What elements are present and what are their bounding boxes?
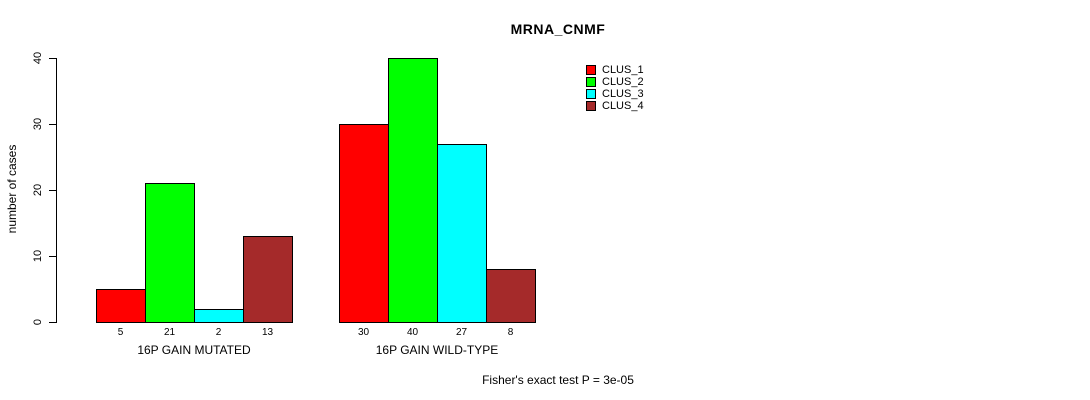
- y-axis-line: [56, 58, 57, 323]
- y-tick-label: 0: [32, 318, 44, 326]
- legend-label: CLUS_2: [602, 76, 644, 88]
- legend-item-clus_3: CLUS_3: [586, 88, 644, 100]
- legend-swatch-clus_4: [586, 101, 596, 111]
- bar-value-label: 30: [357, 327, 370, 338]
- legend-swatch-clus_1: [586, 65, 596, 75]
- y-axis-label: number of cases: [5, 144, 19, 234]
- legend-item-clus_1: CLUS_1: [586, 64, 644, 76]
- chart-title: MRNA_CNMF: [510, 21, 606, 37]
- legend-item-clus_2: CLUS_2: [586, 76, 644, 88]
- x-group-label: 16P GAIN WILD-TYPE: [375, 343, 499, 357]
- bar-clus_1-group1: [96, 289, 146, 323]
- y-axis-tick: [49, 256, 56, 257]
- bar-value-label: 2: [215, 327, 222, 338]
- legend-swatch-clus_3: [586, 89, 596, 99]
- y-axis-tick: [49, 322, 56, 323]
- y-axis-tick: [49, 124, 56, 125]
- bar-clus_4-group2: [486, 269, 536, 323]
- y-tick-label: 30: [32, 117, 44, 131]
- y-tick-label: 20: [32, 183, 44, 197]
- bar-value-label: 40: [406, 327, 419, 338]
- legend-label: CLUS_1: [602, 64, 644, 76]
- legend: CLUS_1 CLUS_2 CLUS_3 CLUS_4: [586, 64, 644, 112]
- bar-clus_1-group2: [339, 124, 389, 323]
- bar-clus_2-group2: [388, 58, 438, 323]
- bar-clus_4-group1: [243, 236, 293, 323]
- bar-value-label: 13: [261, 327, 274, 338]
- y-tick-label: 40: [32, 51, 44, 65]
- legend-label: CLUS_4: [602, 100, 644, 112]
- y-tick-label: 10: [32, 249, 44, 263]
- legend-item-clus_4: CLUS_4: [586, 100, 644, 112]
- x-group-label: 16P GAIN MUTATED: [137, 343, 251, 357]
- bar-value-label: 8: [507, 327, 514, 338]
- bar-value-label: 21: [163, 327, 176, 338]
- annotation-text: Fisher's exact test P = 3e-05: [482, 373, 634, 387]
- legend-label: CLUS_3: [602, 88, 644, 100]
- bar-clus_2-group1: [145, 183, 195, 323]
- bar-clus_3-group1: [194, 309, 244, 323]
- y-axis-tick: [49, 58, 56, 59]
- bar-value-label: 27: [455, 327, 468, 338]
- bar-clus_3-group2: [437, 144, 487, 323]
- legend-swatch-clus_2: [586, 77, 596, 87]
- bar-value-label: 5: [117, 327, 124, 338]
- y-axis-tick: [49, 190, 56, 191]
